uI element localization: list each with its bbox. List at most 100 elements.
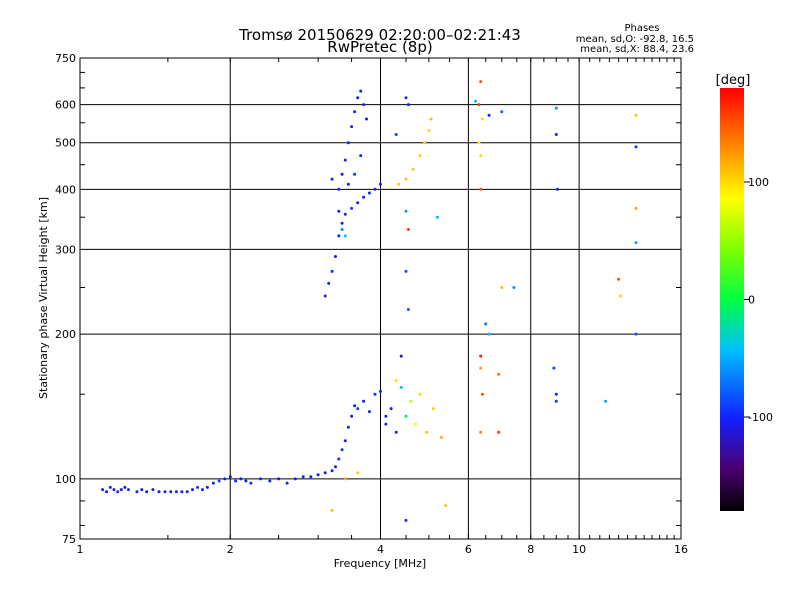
data-point-146 <box>404 518 408 522</box>
data-point-25 <box>228 475 232 479</box>
data-point-37 <box>316 473 320 477</box>
data-point-74 <box>362 195 366 199</box>
data-point-40 <box>334 465 337 469</box>
x-tick-label: 6 <box>465 543 472 556</box>
data-point-138 <box>604 399 608 403</box>
data-point-27 <box>239 477 243 481</box>
data-point-142 <box>634 145 638 149</box>
data-point-34 <box>293 477 297 481</box>
data-point-43 <box>343 439 347 443</box>
data-point-147 <box>330 508 334 512</box>
data-point-129 <box>487 332 491 336</box>
data-point-24 <box>223 477 227 481</box>
data-point-11 <box>151 488 155 492</box>
data-point-90 <box>365 117 368 121</box>
data-point-140 <box>618 294 622 298</box>
data-point-7 <box>126 488 130 492</box>
y-tick-label: 400 <box>55 183 76 196</box>
data-point-36 <box>309 475 313 479</box>
data-point-32 <box>277 477 281 481</box>
data-point-120 <box>479 354 483 358</box>
data-point-80 <box>337 209 341 213</box>
data-point-12 <box>157 490 161 494</box>
data-point-107 <box>404 269 408 273</box>
data-point-111 <box>394 379 398 383</box>
data-point-42 <box>340 448 344 452</box>
data-point-72 <box>350 206 354 210</box>
data-point-38 <box>323 471 327 475</box>
data-point-104 <box>394 133 398 136</box>
data-point-0 <box>101 488 105 492</box>
data-point-23 <box>217 479 221 483</box>
data-point-144 <box>634 241 638 245</box>
data-point-54 <box>394 430 398 434</box>
data-point-131 <box>497 430 501 434</box>
x-tick-label: 1 <box>77 543 84 556</box>
data-point-126 <box>500 286 504 289</box>
data-point-123 <box>479 430 483 434</box>
data-point-68 <box>334 255 337 258</box>
y-axis-ticks: 75 100 200 300 400 500 600 750 <box>55 52 681 546</box>
data-point-113 <box>474 99 477 103</box>
data-point-100 <box>427 129 431 132</box>
data-point-44 <box>346 425 350 429</box>
data-point-127 <box>512 286 516 289</box>
data-point-59 <box>418 392 422 396</box>
data-point-145 <box>634 332 638 336</box>
data-point-94 <box>330 177 334 181</box>
phase-stats-title: Phases <box>624 23 659 34</box>
colorbar-ticks: 100 0 -100 <box>744 176 773 424</box>
data-point-103 <box>406 103 410 107</box>
data-point-30 <box>259 477 262 481</box>
data-point-105 <box>404 209 408 213</box>
data-point-47 <box>356 407 360 411</box>
data-point-101 <box>429 117 433 121</box>
x-tick-label: 10 <box>572 543 586 556</box>
data-point-57 <box>409 399 413 403</box>
data-point-143 <box>634 206 638 210</box>
data-point-17 <box>185 490 189 494</box>
data-point-89 <box>362 103 366 107</box>
data-point-66 <box>327 281 331 285</box>
data-point-102 <box>404 96 408 100</box>
data-point-84 <box>346 141 350 145</box>
data-point-14 <box>169 490 173 494</box>
data-point-91 <box>359 154 363 158</box>
data-point-22 <box>211 481 215 485</box>
data-point-13 <box>163 490 167 494</box>
data-point-85 <box>350 125 354 129</box>
chart-subtitle: RwPretec (8p) <box>327 38 432 56</box>
data-point-70 <box>340 221 344 225</box>
y-tick-label: 75 <box>62 533 76 546</box>
data-point-10 <box>145 490 149 494</box>
data-point-28 <box>244 479 248 483</box>
y-tick-label: 600 <box>55 99 76 112</box>
phase-stats-x: mean, sd,X: 88.4, 23.6 <box>580 44 694 55</box>
data-point-81 <box>337 187 341 191</box>
data-point-65 <box>323 294 327 298</box>
data-point-82 <box>340 172 344 176</box>
data-point-119 <box>479 187 483 191</box>
data-point-93 <box>346 182 350 186</box>
plot-grid <box>80 58 681 539</box>
data-point-73 <box>356 201 360 205</box>
x-tick-label: 4 <box>377 543 384 556</box>
data-point-122 <box>480 392 484 396</box>
data-point-19 <box>196 485 200 489</box>
x-axis-label: Frequency [MHz] <box>334 557 426 570</box>
data-point-50 <box>373 392 377 396</box>
data-point-133 <box>554 133 558 136</box>
colorbar-tick-label: -100 <box>748 411 773 424</box>
data-point-52 <box>384 422 388 426</box>
data-point-148 <box>444 504 448 508</box>
colorbar-tick-label: 100 <box>748 176 769 189</box>
colorbar-tick-label: 0 <box>748 294 755 307</box>
data-point-62 <box>440 435 443 439</box>
data-point-97 <box>411 167 415 171</box>
data-point-98 <box>418 154 422 158</box>
data-point-48 <box>362 399 366 403</box>
data-point-139 <box>617 277 621 281</box>
data-point-109 <box>399 354 403 358</box>
data-point-63 <box>343 477 347 481</box>
data-point-71 <box>343 212 347 216</box>
